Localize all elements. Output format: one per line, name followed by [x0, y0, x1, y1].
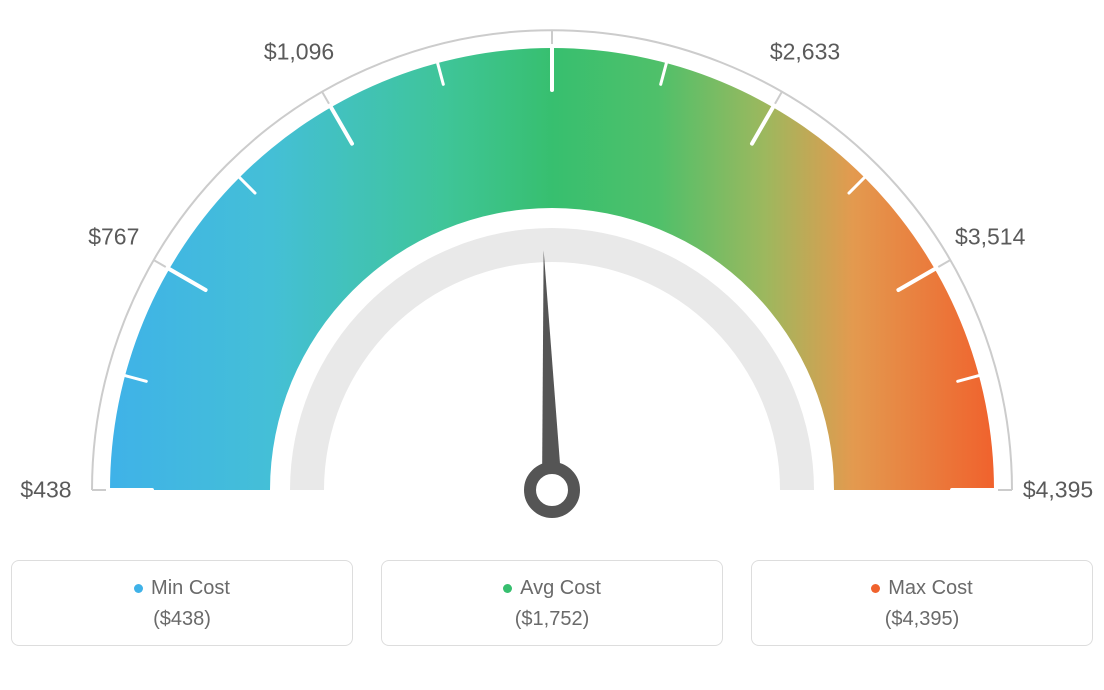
gauge-tick-label: $3,514	[955, 224, 1025, 251]
gauge-tick-label: $4,395	[1023, 477, 1093, 504]
legend-value-min: ($438)	[22, 608, 342, 631]
gauge-tick-label: $438	[20, 477, 71, 504]
legend-value-max: ($4,395)	[762, 608, 1082, 631]
dot-icon	[134, 584, 143, 593]
legend-card-min: Min Cost ($438)	[11, 560, 353, 646]
gauge-svg	[0, 0, 1104, 560]
legend-title-avg: Avg Cost	[392, 577, 712, 600]
legend-title-text: Avg Cost	[520, 577, 601, 599]
legend-title-text: Max Cost	[888, 577, 972, 599]
cost-gauge: $438$767$1,096$1,752$2,633$3,514$4,395	[0, 0, 1104, 560]
legend-title-text: Min Cost	[151, 577, 230, 599]
dot-icon	[871, 584, 880, 593]
gauge-tick-label: $2,633	[770, 38, 840, 65]
gauge-tick-label: $767	[88, 224, 139, 251]
legend-card-max: Max Cost ($4,395)	[751, 560, 1093, 646]
gauge-tick-label: $1,096	[264, 38, 334, 65]
legend-card-avg: Avg Cost ($1,752)	[381, 560, 723, 646]
legend-title-min: Min Cost	[22, 577, 342, 600]
dot-icon	[503, 584, 512, 593]
legend-value-avg: ($1,752)	[392, 608, 712, 631]
legend-title-max: Max Cost	[762, 577, 1082, 600]
legend-row: Min Cost ($438) Avg Cost ($1,752) Max Co…	[0, 560, 1104, 670]
